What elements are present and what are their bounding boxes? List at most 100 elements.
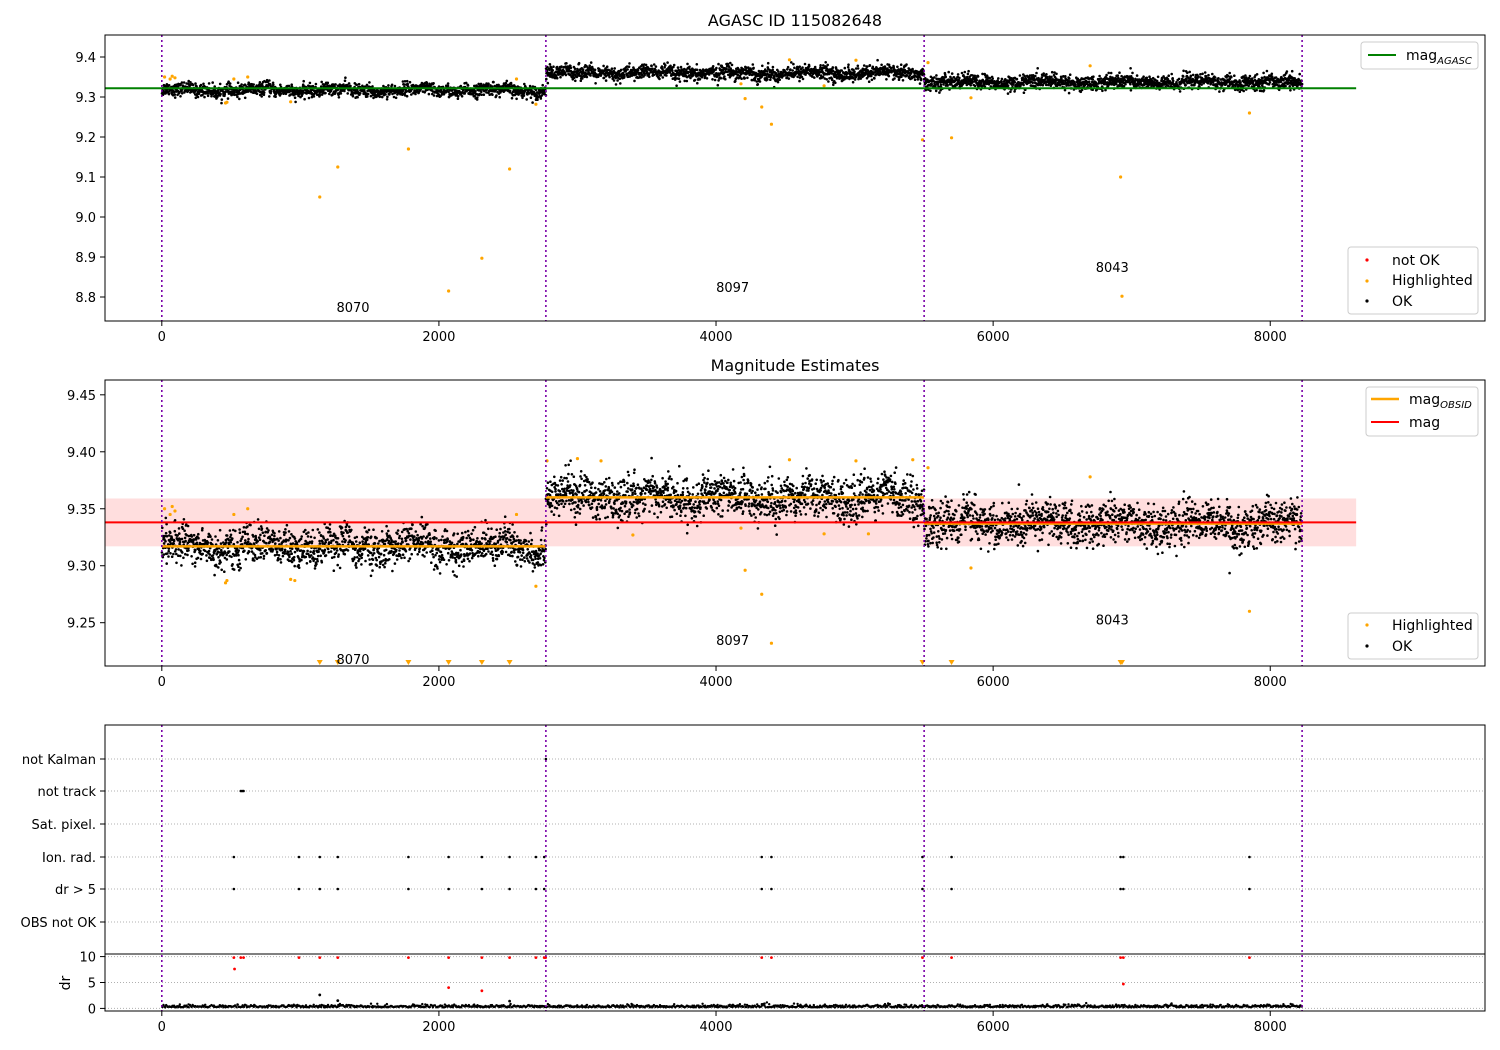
p1-ok-point [645, 70, 649, 74]
p1-ok-point [466, 84, 470, 87]
p2-ok-point [225, 534, 229, 537]
legend-status-1: not OK Highlighted OK [1347, 246, 1479, 315]
p1-ok-point [824, 61, 827, 64]
p1-ok-point [405, 79, 409, 83]
p1-ok-point [1131, 71, 1134, 75]
p1-ok-point [686, 62, 689, 66]
p1-ok-point [387, 84, 390, 87]
p1-ok-point [661, 76, 665, 79]
p1-ok-point [751, 63, 755, 66]
p2-ok-point [253, 553, 257, 557]
p1-ok-point [182, 81, 186, 84]
p1-highlighted-point [926, 61, 930, 65]
p1-ok-point [310, 95, 314, 99]
p1-ok-point [546, 81, 550, 85]
p1-ok-point [549, 73, 553, 77]
p1-ok-point [652, 63, 656, 66]
p1-ok-point [612, 79, 616, 82]
p1-ok-point [1270, 72, 1274, 76]
p1-ok-point [551, 69, 554, 72]
p1-ok-point [1022, 83, 1025, 87]
p1-ok-point [255, 92, 259, 96]
p1-ok-point [695, 68, 699, 72]
p1-ok-point [938, 91, 941, 94]
p1-ok-point [1000, 79, 1003, 83]
p1-xtick-label: 4000 [699, 330, 732, 345]
p1-ok-point [356, 95, 359, 99]
p1-ok-point [180, 92, 184, 95]
legend-highlighted-marker [1365, 279, 1369, 283]
p2-ok-point [165, 562, 168, 565]
p1-ok-point [916, 78, 920, 81]
p1-ok-point [918, 82, 922, 85]
p2-ok-point [205, 554, 208, 557]
p1-ok-point [271, 81, 275, 85]
p1-ok-point [1201, 72, 1204, 76]
p1-ok-point [711, 65, 715, 68]
p1-ok-point [552, 65, 555, 68]
p1-ok-point [693, 78, 697, 82]
p1-highlighted-point [168, 77, 172, 81]
p1-ok-point [307, 96, 311, 100]
p1-ok-point [608, 75, 611, 79]
p2-ok-point [199, 549, 202, 553]
p1-ok-point [766, 61, 770, 65]
p1-ok-point [580, 75, 583, 78]
p1-ok-point [1074, 83, 1077, 87]
p1-ok-point [934, 84, 937, 88]
p2-ok-point [244, 539, 247, 542]
p1-ok-point [243, 96, 247, 100]
p1-ok-point [207, 82, 211, 85]
p1-ok-point [756, 83, 760, 86]
p1-ok-point [739, 72, 743, 76]
p1-ok-point [1000, 77, 1004, 81]
p1-ok-point [1116, 74, 1120, 77]
p1-ok-point [459, 84, 463, 88]
p1-ok-point [288, 90, 292, 93]
p2-ok-point [239, 566, 242, 570]
p1-ok-point [1055, 72, 1058, 76]
p1-highlighted-point [949, 136, 954, 140]
p1-ok-point [1006, 92, 1010, 95]
p1-ok-point [173, 96, 177, 99]
p1-ok-point [1182, 69, 1185, 73]
p1-ok-point [1124, 82, 1127, 86]
p2-ok-point [246, 525, 249, 528]
p2-ok-point [201, 552, 204, 556]
p1-ok-point [334, 83, 337, 86]
p1-xtick-label: 0 [158, 330, 166, 345]
p1-ok-point [773, 75, 776, 79]
p1-ok-point [269, 90, 273, 93]
p1-ok-point [602, 76, 606, 80]
p1-ok-point [226, 97, 230, 100]
p1-ok-point [1285, 70, 1289, 73]
p1-ok-point [521, 96, 524, 100]
p2-ok-point [262, 554, 266, 558]
p1-ok-point [761, 64, 764, 68]
p1-ok-point [966, 72, 970, 76]
p1-ok-point [755, 80, 759, 83]
p1-ok-point [1145, 76, 1149, 80]
p1-ok-point [228, 82, 232, 85]
legend-ok-label: OK [1392, 294, 1413, 310]
p1-ok-point [386, 95, 389, 99]
p1-ok-point [1167, 74, 1170, 77]
p1-ok-point [405, 94, 409, 98]
p1-ok-point [410, 93, 413, 96]
p2-ok-point [174, 548, 178, 551]
p2-ok-point [259, 548, 262, 552]
p1-ok-point [244, 84, 247, 87]
p1-ok-point [529, 96, 533, 99]
p1-highlighted-point [447, 289, 451, 293]
p1-ok-point [640, 76, 643, 79]
p1-ok-point [268, 79, 271, 82]
p1-highlighted-point [514, 77, 519, 81]
p2-ok-point [253, 559, 256, 562]
p1-ok-point [346, 92, 350, 95]
p2-ok-point [258, 538, 262, 541]
p1-highlighted-point [769, 122, 774, 126]
p1-ok-point [515, 97, 518, 101]
p2-ok-point [212, 558, 215, 561]
p2-ok-point [172, 542, 175, 545]
p2-ok-point [166, 552, 169, 555]
